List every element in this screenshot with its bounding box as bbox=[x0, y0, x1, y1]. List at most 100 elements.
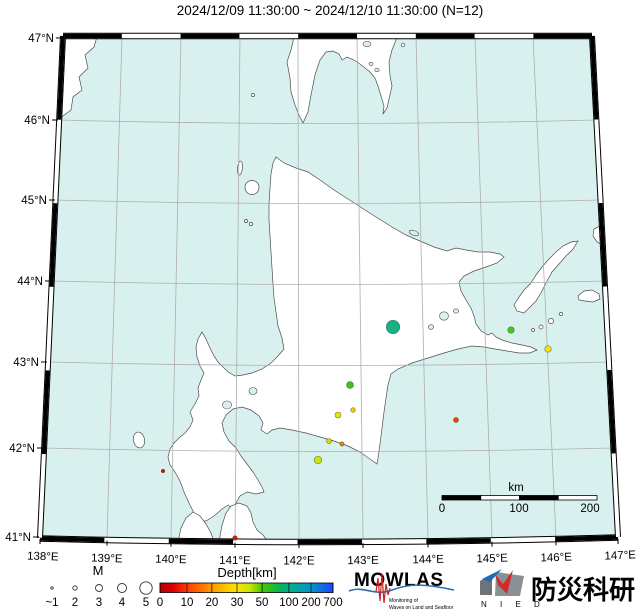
lake-mashu bbox=[453, 308, 459, 314]
nied-logo: N I E D 防災科研 bbox=[480, 569, 635, 609]
longitude-label: 147°E bbox=[604, 549, 636, 562]
depth-tick-label: 20 bbox=[206, 597, 219, 609]
latitude-label: 41°N bbox=[5, 532, 31, 544]
sakhalin-lagoon bbox=[368, 62, 374, 66]
magnitude-legend-circle bbox=[95, 584, 103, 592]
scale-bar-tick-label: 0 bbox=[439, 503, 445, 515]
magnitude-legend-label: ~1 bbox=[45, 597, 58, 609]
latitude-labels: 47°N 46°N 45°N 44°N 43°N 42°N 41°N bbox=[5, 33, 54, 544]
yagishiri-island bbox=[249, 222, 253, 226]
earthquake-marker bbox=[544, 345, 552, 353]
earthquake-marker bbox=[232, 535, 238, 541]
mowlas-logo: MOWLAS Monitoring of Waves on Land and S… bbox=[348, 570, 455, 611]
sakhalin-lagoon bbox=[374, 67, 380, 73]
magnitude-legend-label: 3 bbox=[96, 597, 102, 609]
habomai-islet bbox=[548, 318, 554, 324]
teuri-island bbox=[244, 219, 248, 223]
longitude-label: 143°E bbox=[347, 555, 379, 567]
longitude-label: 146°E bbox=[540, 551, 572, 564]
depth-tick-label: 50 bbox=[256, 597, 269, 609]
mowlas-tagline-1: Monitoring of bbox=[389, 598, 419, 604]
latitude-label: 42°N bbox=[9, 443, 35, 455]
mowlas-tagline-2: Waves on Land and Seafloor bbox=[389, 605, 454, 611]
depth-legend: Depth[km] 0 10 20 30 50 100 200 700 bbox=[157, 565, 343, 609]
depth-legend-title: Depth[km] bbox=[217, 565, 276, 580]
longitude-labels: 138°E 139°E 140°E 141°E 142°E 143°E 144°E 145°E… bbox=[27, 549, 636, 567]
moneron-island bbox=[251, 93, 255, 97]
nied-kanji: 防災科研 bbox=[531, 575, 635, 605]
latitude-label: 45°N bbox=[21, 195, 47, 207]
scale-bar-unit: km bbox=[508, 482, 523, 494]
depth-tick-label: 700 bbox=[323, 597, 342, 609]
lake-kussharo bbox=[439, 311, 449, 321]
depth-colorbar bbox=[159, 582, 334, 593]
small-island bbox=[400, 42, 406, 48]
earthquake-marker bbox=[313, 455, 323, 465]
depth-tick-label: 30 bbox=[231, 597, 244, 609]
mowlas-wave-icon bbox=[348, 584, 455, 594]
kunashir-island bbox=[513, 240, 579, 314]
magnitude-legend-label: 4 bbox=[119, 597, 126, 609]
earthquake-marker bbox=[326, 438, 332, 444]
okushiri-island bbox=[133, 431, 145, 449]
magnitude-legend-circle bbox=[139, 581, 153, 595]
earthquake-marker bbox=[339, 441, 345, 447]
nied-mark-icon bbox=[480, 569, 524, 596]
scale-bar-segment bbox=[480, 495, 520, 501]
habomai-islet bbox=[559, 312, 563, 316]
depth-tick-label: 100 bbox=[279, 597, 298, 609]
map-body: km 0 100 200 bbox=[40, 36, 618, 541]
magnitude-legend: M ~1 2 3 4 5 bbox=[45, 563, 153, 609]
rishiri-island bbox=[244, 180, 260, 195]
mowlas-seismogram-icon bbox=[375, 573, 391, 604]
earthquake-marker bbox=[507, 326, 515, 334]
longitude-label: 140°E bbox=[155, 554, 187, 567]
earthquake-marker bbox=[160, 468, 166, 474]
longitude-label: 144°E bbox=[412, 554, 444, 567]
lake-saroma bbox=[408, 229, 420, 237]
habomai-islet bbox=[538, 324, 544, 330]
latitude-label: 44°N bbox=[17, 276, 43, 288]
shimokita-peninsula bbox=[218, 502, 269, 541]
longitude-label: 139°E bbox=[91, 553, 123, 566]
scale-bar: km 0 100 200 bbox=[439, 482, 600, 515]
lake-akan bbox=[428, 324, 434, 330]
longitude-label: 138°E bbox=[27, 550, 59, 563]
latitude-label: 43°N bbox=[13, 357, 39, 369]
latitude-label: 46°N bbox=[24, 115, 50, 127]
scale-bar-tick-label: 100 bbox=[509, 503, 528, 515]
magnitude-legend-label: 5 bbox=[143, 597, 149, 609]
habomai-islet bbox=[531, 328, 535, 332]
magnitude-legend-circle bbox=[72, 585, 78, 591]
earthquake-marker bbox=[350, 407, 356, 413]
depth-tick-label: 0 bbox=[157, 597, 163, 609]
earthquake-marker bbox=[334, 411, 342, 419]
magnitude-legend-circle bbox=[117, 583, 127, 593]
earthquake-marker bbox=[385, 319, 401, 335]
lake-toya bbox=[222, 400, 232, 410]
shikotan-island bbox=[577, 289, 601, 303]
longitude-label: 141°E bbox=[219, 555, 251, 567]
depth-tick-label: 200 bbox=[301, 597, 320, 609]
scale-bar-segment bbox=[519, 495, 559, 501]
sakhalin-south-landmass bbox=[286, 36, 398, 124]
magnitude-legend-label: 2 bbox=[72, 597, 78, 609]
scale-bar-tick-label: 200 bbox=[580, 503, 599, 515]
earthquake-marker bbox=[453, 417, 459, 423]
latitude-label: 47°N bbox=[28, 33, 54, 45]
map-frame bbox=[37, 32, 621, 546]
magnitude-legend-title: M bbox=[93, 563, 104, 578]
earthquake-marker bbox=[346, 381, 354, 389]
earthquake-markers bbox=[160, 319, 552, 541]
graticule bbox=[43, 36, 614, 539]
depth-tick-label: 10 bbox=[181, 597, 194, 609]
magnitude-legend-circle bbox=[50, 586, 54, 590]
longitude-label: 142°E bbox=[283, 556, 315, 568]
sakhalin-lagoon bbox=[362, 41, 372, 47]
longitude-label: 145°E bbox=[476, 553, 508, 566]
scale-bar-segment bbox=[557, 495, 598, 501]
nied-letters: N I E D bbox=[481, 600, 545, 609]
lake-shikotsu bbox=[248, 387, 258, 395]
map-title: 2024/12/09 11:30:00 ~ 2024/12/10 11:30:0… bbox=[177, 3, 484, 18]
